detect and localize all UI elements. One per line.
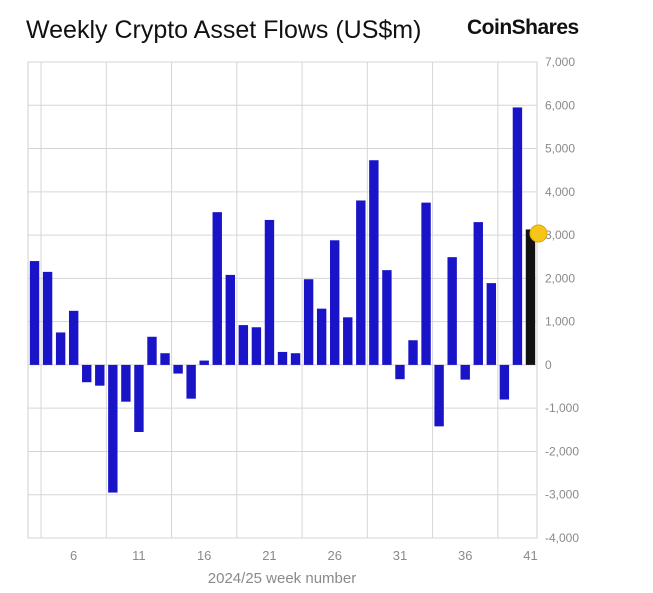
bar [186, 364, 196, 399]
y-tick-label: 1,000 [545, 315, 575, 329]
bar [134, 364, 144, 432]
x-axis-label: 2024/25 week number [208, 570, 356, 587]
x-tick-label: 21 [262, 548, 276, 563]
bar [238, 325, 249, 365]
bar [316, 308, 327, 365]
bar [447, 257, 457, 365]
x-tick-label: 26 [327, 548, 341, 563]
latest-bar [525, 229, 536, 365]
bar [473, 222, 483, 365]
bar [434, 364, 444, 427]
x-tick-label: 11 [132, 548, 146, 563]
bar [212, 212, 222, 365]
bar [460, 364, 470, 380]
bar [369, 160, 379, 365]
x-tick-label: 36 [458, 548, 472, 563]
y-tick-label: -3,000 [545, 488, 579, 502]
bar [356, 200, 366, 365]
bar [330, 240, 340, 365]
x-tick-label: 6 [70, 548, 77, 563]
bar [68, 310, 79, 365]
bar [486, 283, 497, 365]
bar [29, 261, 40, 365]
bar [251, 327, 262, 365]
plot-border [27, 61, 538, 539]
bar [173, 364, 183, 374]
y-tick-label: 2,000 [545, 271, 575, 285]
y-tick-label: -4,000 [545, 531, 579, 545]
bar [160, 353, 170, 365]
chart-title: Weekly Crypto Asset Flows (US$m) [26, 16, 422, 44]
bar [382, 270, 392, 365]
bar [225, 274, 235, 365]
bar [147, 336, 157, 365]
bar [290, 353, 301, 365]
bar [42, 271, 53, 365]
coinshares-logo: CoinShares [467, 16, 579, 39]
bar [82, 364, 92, 383]
bar [199, 360, 209, 365]
bar [277, 351, 288, 365]
y-tick-label: 4,000 [545, 185, 575, 199]
bar [343, 317, 353, 365]
bar [264, 219, 275, 365]
bar [108, 364, 118, 493]
bar [499, 364, 510, 400]
y-tick-label: -2,000 [545, 444, 579, 458]
y-tick-label: 0 [545, 358, 552, 372]
bar [408, 340, 418, 365]
highlight-marker [529, 224, 548, 243]
x-tick-label: 41 [523, 548, 537, 563]
x-tick-label: 31 [393, 548, 407, 563]
x-tick-label: 16 [197, 548, 211, 563]
y-tick-label: 7,000 [545, 55, 575, 69]
y-tick-label: -1,000 [545, 401, 579, 415]
y-tick-label: 5,000 [545, 142, 575, 156]
bar [55, 332, 66, 365]
bar [512, 107, 523, 365]
bar [121, 364, 131, 402]
y-tick-label: 6,000 [545, 98, 575, 112]
bar [395, 364, 405, 380]
bar [303, 279, 314, 365]
bar [95, 364, 105, 386]
y-tick-label: 3,000 [545, 228, 575, 242]
bar [421, 202, 431, 365]
